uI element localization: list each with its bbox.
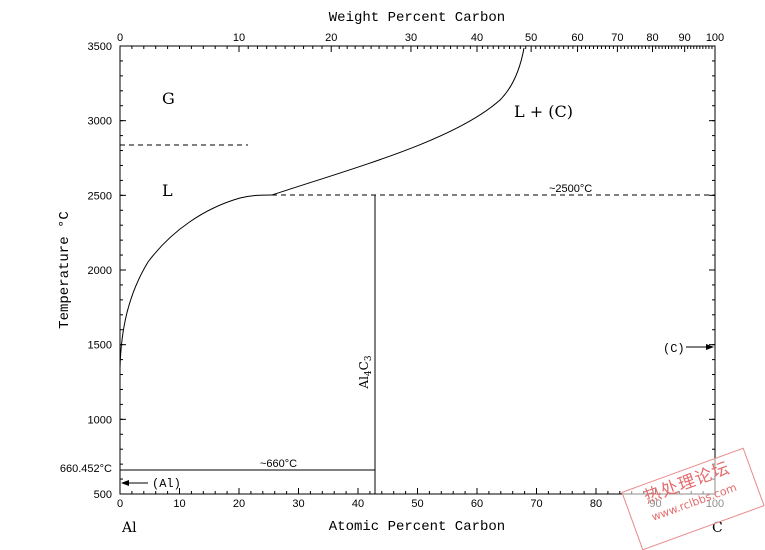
x-tick-label-top: 80: [646, 32, 658, 44]
minor-ticks: [119, 45, 716, 495]
liquidus-low-curve: [119, 194, 273, 369]
x-tick-label-bottom: 70: [530, 498, 542, 510]
svg-text:Al4C3: Al4C3: [357, 355, 374, 389]
y-tick-label: 500: [94, 489, 112, 501]
c-phase-arrowhead: [706, 344, 714, 350]
c-phase-label: (C): [663, 342, 685, 356]
x-tick-label-top: 20: [325, 32, 337, 44]
al-phase-label: (Al): [152, 477, 181, 491]
x-tick-label-bottom: 30: [292, 498, 304, 510]
right-element-label: C: [712, 520, 723, 536]
x-tick-label-top: 10: [233, 32, 245, 44]
y-tick-label: 3000: [88, 116, 112, 128]
y-tick-label: 3500: [88, 41, 112, 53]
bottom-axis-title: Atomic Percent Carbon: [329, 519, 505, 535]
x-tick-label-top: 100: [706, 32, 724, 44]
left-element-label: Al: [121, 520, 137, 536]
y-tick-label: 2000: [88, 265, 112, 277]
al4c3-label: Al4C3: [357, 355, 374, 389]
y-tick-label: 1000: [88, 414, 112, 426]
x-tick-label-bottom: 0: [117, 498, 123, 510]
temp-660-annotation: ~660°C: [260, 458, 297, 470]
x-tick-label-bottom: 10: [173, 498, 185, 510]
x-tick-label-bottom: 20: [233, 498, 245, 510]
x-tick-label-top: 30: [405, 32, 417, 44]
y-tick-label: 1500: [88, 340, 112, 352]
x-tick-label-top: 40: [471, 32, 483, 44]
gas-region-label: G: [162, 89, 175, 108]
x-tick-label-bottom: 50: [411, 498, 423, 510]
plot-frame: [119, 45, 716, 495]
y-tick-label: 2500: [88, 190, 112, 202]
al-phase-arrowhead: [121, 480, 129, 486]
x-tick-label-top: 0: [117, 32, 123, 44]
x-tick-label-top: 70: [611, 32, 623, 44]
liquid-carbon-region-label: L + (C): [514, 102, 573, 121]
liquid-region-label: L: [162, 181, 173, 200]
x-tick-label-top: 60: [571, 32, 583, 44]
x-tick-label-bottom: 80: [590, 498, 602, 510]
x-tick-label-bottom: 40: [352, 498, 364, 510]
y-axis: 3500 3000 2500 2000 1500 1000 500: [88, 41, 715, 501]
al-melting-point-label: 660.452°C: [60, 463, 112, 475]
x-tick-label-bottom: 60: [471, 498, 483, 510]
liquidus-high-curve: [271, 47, 525, 196]
x-tick-label-top: 50: [525, 32, 537, 44]
y-axis-title: Temperature °C: [57, 211, 73, 329]
top-axis-title: Weight Percent Carbon: [329, 10, 505, 26]
x-axis-top: 0 10 20 30 40 50 60 70 80 90 100: [117, 32, 724, 52]
x-tick-label-top: 90: [679, 32, 691, 44]
temp-2500-annotation: ~2500°C: [549, 183, 592, 195]
